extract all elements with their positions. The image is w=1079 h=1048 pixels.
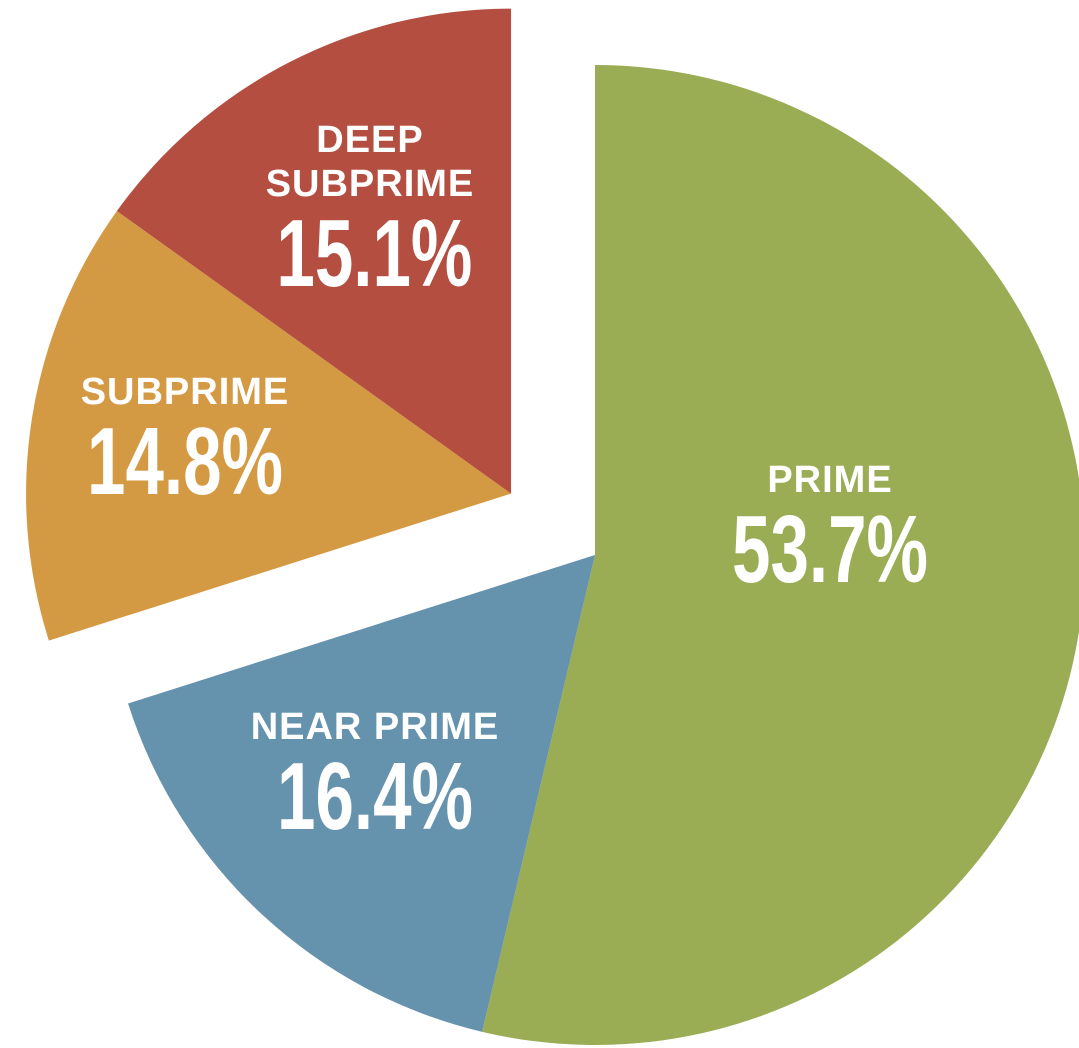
value-label: 16.4% [277,743,473,850]
slice-label: DEEP SUBPRIME 15.1% [240,118,500,302]
category-label: NEAR PRIME [250,706,500,748]
pie-slice [116,8,512,494]
category-label: SUBPRIME [80,371,290,413]
value-label: 53.7% [732,496,928,603]
category-label: DEEP SUBPRIME [265,119,475,205]
slice-label: SUBPRIME 14.8% [35,370,335,510]
pie-slice [482,65,1079,1045]
slice-label: PRIME 53.7% [670,458,990,598]
pie-slice [128,555,596,1032]
value-label: 14.8% [87,408,283,515]
pie-slice [26,211,512,641]
value-label: 15.1% [276,200,473,307]
slice-label: NEAR PRIME 16.4% [215,705,535,845]
category-label: PRIME [767,459,893,501]
